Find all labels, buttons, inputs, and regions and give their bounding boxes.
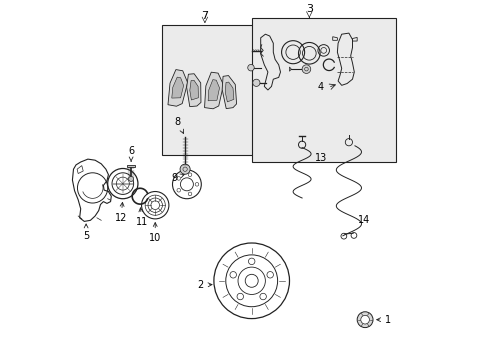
Text: 2: 2 [197,280,212,290]
Circle shape [248,258,254,265]
Circle shape [188,173,191,176]
Polygon shape [204,72,223,109]
Polygon shape [289,67,291,71]
Circle shape [177,177,180,180]
Circle shape [180,164,190,174]
Bar [162,25,262,155]
Text: 6: 6 [128,145,134,161]
Circle shape [229,271,236,278]
Circle shape [259,293,266,300]
Circle shape [244,274,258,287]
Text: 12: 12 [115,202,127,223]
Circle shape [356,312,372,328]
Circle shape [302,65,310,73]
Text: 9: 9 [171,173,184,183]
Circle shape [266,271,273,278]
Text: 1: 1 [376,315,390,325]
Text: 10: 10 [149,222,161,243]
Polygon shape [189,80,198,100]
Polygon shape [167,69,187,106]
Circle shape [252,79,260,86]
Circle shape [128,176,133,181]
Circle shape [195,183,199,186]
Text: 13: 13 [314,153,326,163]
Bar [126,165,135,167]
Text: 11: 11 [136,208,148,227]
Text: 4: 4 [317,82,323,93]
Polygon shape [171,77,183,98]
Circle shape [237,293,243,300]
Polygon shape [186,74,201,107]
Polygon shape [208,80,219,101]
Text: 14: 14 [357,215,369,225]
Polygon shape [225,82,233,102]
Circle shape [177,188,180,192]
Circle shape [360,315,368,324]
Text: 3: 3 [305,4,312,14]
Bar [251,18,395,162]
Circle shape [188,192,191,196]
Text: 8: 8 [175,117,183,134]
Text: 5: 5 [83,224,89,241]
Circle shape [247,64,254,71]
Text: 7: 7 [201,11,208,21]
Polygon shape [222,76,236,109]
